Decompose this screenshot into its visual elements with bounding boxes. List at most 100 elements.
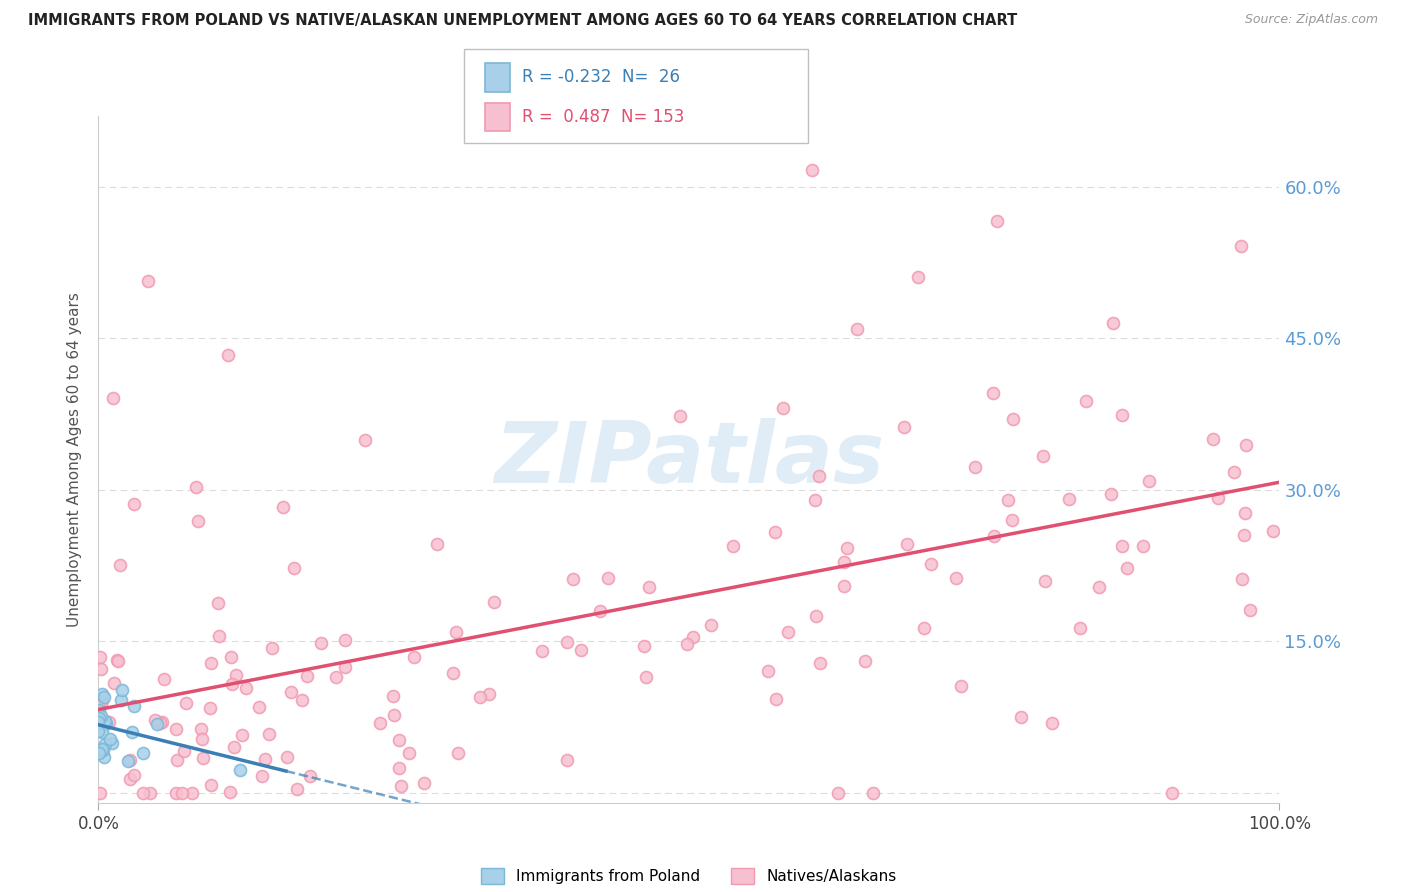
Point (1111, 408, 1133, 422)
Point (89, 650, 111, 665)
Point (208, 629, 231, 643)
Point (571, 643, 593, 657)
Text: Source: ZipAtlas.com: Source: ZipAtlas.com (1244, 13, 1378, 27)
Point (1239, 603, 1261, 617)
Point (832, 555, 855, 569)
Point (810, 656, 832, 670)
Point (222, 739, 245, 754)
Point (89, 709, 111, 723)
Point (1202, 432, 1225, 446)
Point (132, 786, 155, 800)
Point (1230, 239, 1253, 253)
Point (96, 716, 118, 731)
Point (808, 468, 831, 483)
Point (283, 561, 305, 575)
Point (271, 500, 294, 515)
Point (1261, 524, 1284, 539)
Point (291, 693, 314, 707)
Point (90, 687, 112, 701)
Point (756, 664, 779, 678)
Point (638, 580, 661, 594)
Point (101, 391, 124, 405)
Point (633, 639, 655, 653)
Point (333, 660, 356, 674)
Point (190, 731, 212, 746)
Point (1160, 786, 1182, 800)
Point (90, 742, 112, 756)
Point (1010, 710, 1032, 724)
Point (478, 687, 501, 701)
Point (108, 558, 131, 573)
Point (482, 594, 505, 608)
Point (173, 744, 195, 758)
Point (986, 214, 1008, 228)
Point (231, 728, 253, 742)
Point (89, 711, 111, 725)
Point (190, 723, 212, 737)
Point (893, 420, 915, 434)
Point (165, 723, 187, 737)
Point (1233, 507, 1256, 521)
Point (983, 529, 1005, 543)
Point (257, 727, 280, 741)
Point (1230, 572, 1253, 586)
Point (218, 785, 240, 799)
Point (1111, 540, 1133, 554)
Point (827, 786, 849, 800)
Point (87, 698, 110, 713)
Point (447, 746, 470, 760)
Point (596, 571, 619, 585)
Point (93, 750, 115, 764)
Point (122, 496, 145, 510)
Point (963, 460, 986, 475)
Point (896, 537, 918, 551)
Point (862, 786, 884, 800)
Point (1069, 622, 1091, 636)
Point (191, 750, 214, 764)
Point (110, 692, 132, 706)
Point (247, 700, 270, 714)
Point (1032, 449, 1054, 463)
Point (105, 653, 128, 667)
Point (111, 682, 134, 697)
Point (103, 675, 125, 690)
Point (89, 746, 111, 760)
Point (229, 764, 252, 778)
Point (98, 731, 121, 746)
Point (413, 776, 436, 790)
Y-axis label: Unemployment Among Ages 60 to 64 years: Unemployment Among Ages 60 to 64 years (67, 292, 83, 627)
Point (254, 751, 277, 765)
Point (333, 632, 356, 647)
Point (402, 650, 425, 665)
Point (207, 597, 229, 611)
Point (1206, 491, 1229, 505)
Point (853, 654, 876, 668)
Point (285, 782, 308, 797)
Point (298, 769, 321, 783)
Point (388, 761, 411, 775)
Point (561, 573, 583, 587)
Point (90, 694, 112, 708)
Point (1087, 580, 1109, 594)
Point (93, 718, 115, 732)
Point (90, 662, 112, 676)
Point (93, 690, 115, 705)
Point (181, 786, 204, 800)
Point (721, 539, 744, 553)
Point (1000, 513, 1022, 527)
Point (1234, 437, 1257, 451)
Point (98, 714, 121, 729)
Point (260, 641, 283, 656)
Point (837, 541, 859, 555)
Point (1233, 527, 1256, 541)
Point (398, 746, 420, 760)
Point (426, 537, 449, 551)
Point (1099, 487, 1122, 501)
Point (101, 736, 124, 750)
Point (1033, 574, 1056, 588)
Point (1132, 539, 1154, 553)
Point (200, 778, 222, 792)
Point (804, 492, 827, 507)
Point (388, 732, 411, 747)
Point (91, 743, 114, 757)
